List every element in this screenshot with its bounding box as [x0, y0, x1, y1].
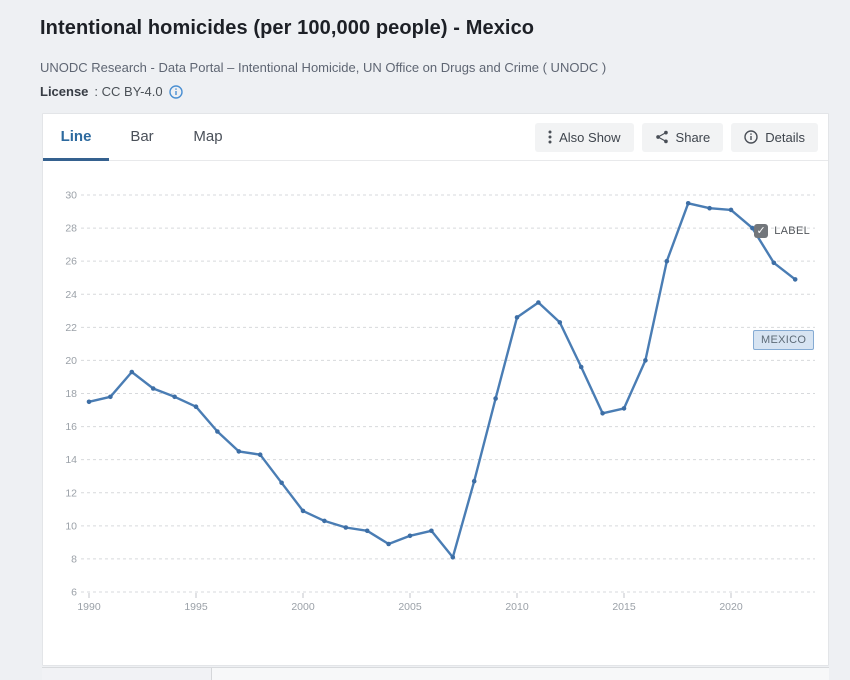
y-tick-label: 8	[71, 553, 77, 565]
chart-point	[172, 394, 177, 400]
chart-point	[386, 541, 391, 547]
chart-point	[257, 452, 263, 458]
chart-point	[300, 508, 306, 514]
chart-point	[557, 320, 563, 325]
tab-bar: Line Bar Map Also Show Share Details	[43, 114, 828, 161]
y-tick-label: 16	[65, 421, 77, 433]
share-button[interactable]: Share	[641, 122, 724, 152]
chart-point	[193, 404, 199, 409]
chart-point	[450, 555, 456, 560]
chart-point	[343, 525, 349, 530]
chart-point	[108, 394, 113, 400]
y-tick-label: 28	[65, 223, 77, 235]
chart-point	[750, 225, 755, 231]
x-tick-label: 2015	[612, 601, 636, 613]
chart-point	[621, 406, 627, 411]
label-toggle[interactable]: ✓ LABEL	[754, 224, 810, 238]
chart-point	[129, 369, 135, 375]
chart-point	[514, 315, 520, 320]
line-chart[interactable]: 6 8 10 12 14 16 18 20 22 24 26 28 30 1990 1995 2000 2005…	[43, 161, 828, 665]
tab-bar[interactable]: Bar	[130, 127, 154, 145]
page-title: Intentional homicides (per 100,000 peopl…	[40, 17, 535, 39]
chart-area: 6 8 10 12 14 16 18 20 22 24 26 28 30 1990 1995 2000 2005…	[43, 161, 828, 665]
tab-line[interactable]: Line	[43, 114, 109, 161]
chart-line	[87, 202, 797, 559]
x-tick-label: 2000	[291, 601, 315, 613]
also-show-label: Also Show	[559, 129, 621, 145]
y-tick-label: 20	[65, 355, 77, 367]
y-tick-label: 14	[65, 454, 77, 466]
y-tick-label: 18	[65, 388, 77, 400]
y-tick-label: 12	[65, 487, 77, 499]
chart-point	[322, 518, 327, 524]
source-line: UNODC Research - Data Portal – Intention…	[40, 60, 607, 75]
chart-point	[150, 386, 156, 391]
y-tick-label: 6	[71, 587, 77, 599]
share-icon	[655, 130, 669, 144]
chart-point	[429, 528, 434, 534]
also-show-button[interactable]: Also Show	[535, 122, 634, 152]
y-tick-label: 22	[65, 322, 77, 334]
chart-point	[471, 478, 477, 484]
license-line: License : CC BY-4.0	[40, 84, 820, 99]
chart-point	[728, 207, 734, 213]
info-icon[interactable]	[168, 84, 183, 99]
chart-point	[215, 429, 220, 434]
x-tick-label: 2005	[398, 601, 422, 613]
label-checkbox[interactable]: ✓	[754, 224, 769, 238]
chart-point	[578, 364, 584, 370]
y-tick-label: 10	[65, 520, 77, 532]
share-label: Share	[675, 129, 711, 145]
chart-point	[664, 258, 670, 264]
tab-map[interactable]: Map	[193, 127, 223, 145]
chart-point	[536, 300, 541, 305]
chart-point	[685, 201, 691, 206]
chart-point	[792, 277, 798, 282]
x-tick-label: 1990	[77, 601, 101, 613]
chart-point	[643, 358, 648, 363]
chart-point	[493, 396, 498, 401]
next-section-cell-left	[42, 668, 212, 680]
chart-point	[771, 260, 777, 266]
y-tick-label: 26	[65, 256, 77, 268]
details-label: Details	[765, 129, 805, 145]
label-checkbox-text: LABEL	[774, 225, 810, 237]
x-tick-label: 1995	[184, 601, 208, 613]
chart-point	[707, 205, 712, 211]
chart-point	[236, 449, 242, 454]
details-button[interactable]: Details	[731, 122, 818, 152]
next-section-cell-right	[212, 668, 829, 680]
license-value: : CC BY-4.0	[94, 84, 163, 99]
license-label: License	[40, 84, 89, 99]
chart-point	[86, 399, 92, 405]
chart-card: Line Bar Map Also Show Share Details	[42, 113, 829, 666]
y-tick-label: 30	[65, 190, 77, 202]
chart-point	[279, 480, 284, 486]
next-section-strip	[42, 667, 829, 680]
tab-bar-tabs: Line Bar Map	[43, 114, 241, 161]
chart-point	[407, 533, 413, 539]
info-circle-icon	[744, 130, 758, 144]
x-tick-label: 2010	[505, 601, 529, 613]
y-tick-label: 24	[65, 289, 77, 301]
chart-toolbar: Also Show Share Details	[535, 114, 828, 160]
chart-point	[364, 528, 370, 534]
mexico-series-label[interactable]: MEXICO	[753, 330, 815, 350]
x-tick-label: 2020	[719, 601, 743, 613]
dots-vertical-icon	[548, 130, 552, 144]
page-header: Intentional homicides (per 100,000 peopl…	[40, 17, 820, 99]
chart-point	[600, 411, 605, 416]
